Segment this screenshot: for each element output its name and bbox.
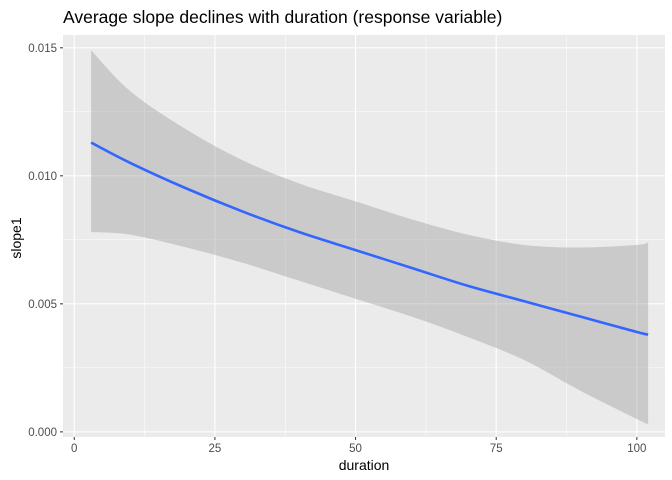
y-tick-label: 0.000 [28, 427, 57, 439]
x-tick-label: 25 [209, 443, 222, 455]
y-tick-label: 0.010 [28, 171, 57, 183]
x-tick-label: 75 [490, 443, 503, 455]
chart-title: Average slope declines with duration (re… [63, 7, 502, 27]
y-axis: 0.000 0.005 0.010 0.015 [28, 43, 63, 439]
x-tick-label: 50 [349, 443, 362, 455]
x-axis-title: duration [339, 457, 390, 473]
minor-gridlines [63, 35, 665, 437]
y-tick-label: 0.015 [28, 43, 57, 55]
x-tick-label: 100 [627, 443, 646, 455]
major-gridlines [63, 35, 665, 437]
confidence-band [91, 50, 649, 425]
y-axis-title: slope1 [8, 217, 24, 258]
x-tick-label: 0 [71, 443, 77, 455]
trend-line [90, 141, 649, 336]
x-axis: 0 25 50 75 100 [71, 437, 646, 455]
y-tick-label: 0.005 [28, 299, 57, 311]
plot-panel [63, 35, 665, 437]
